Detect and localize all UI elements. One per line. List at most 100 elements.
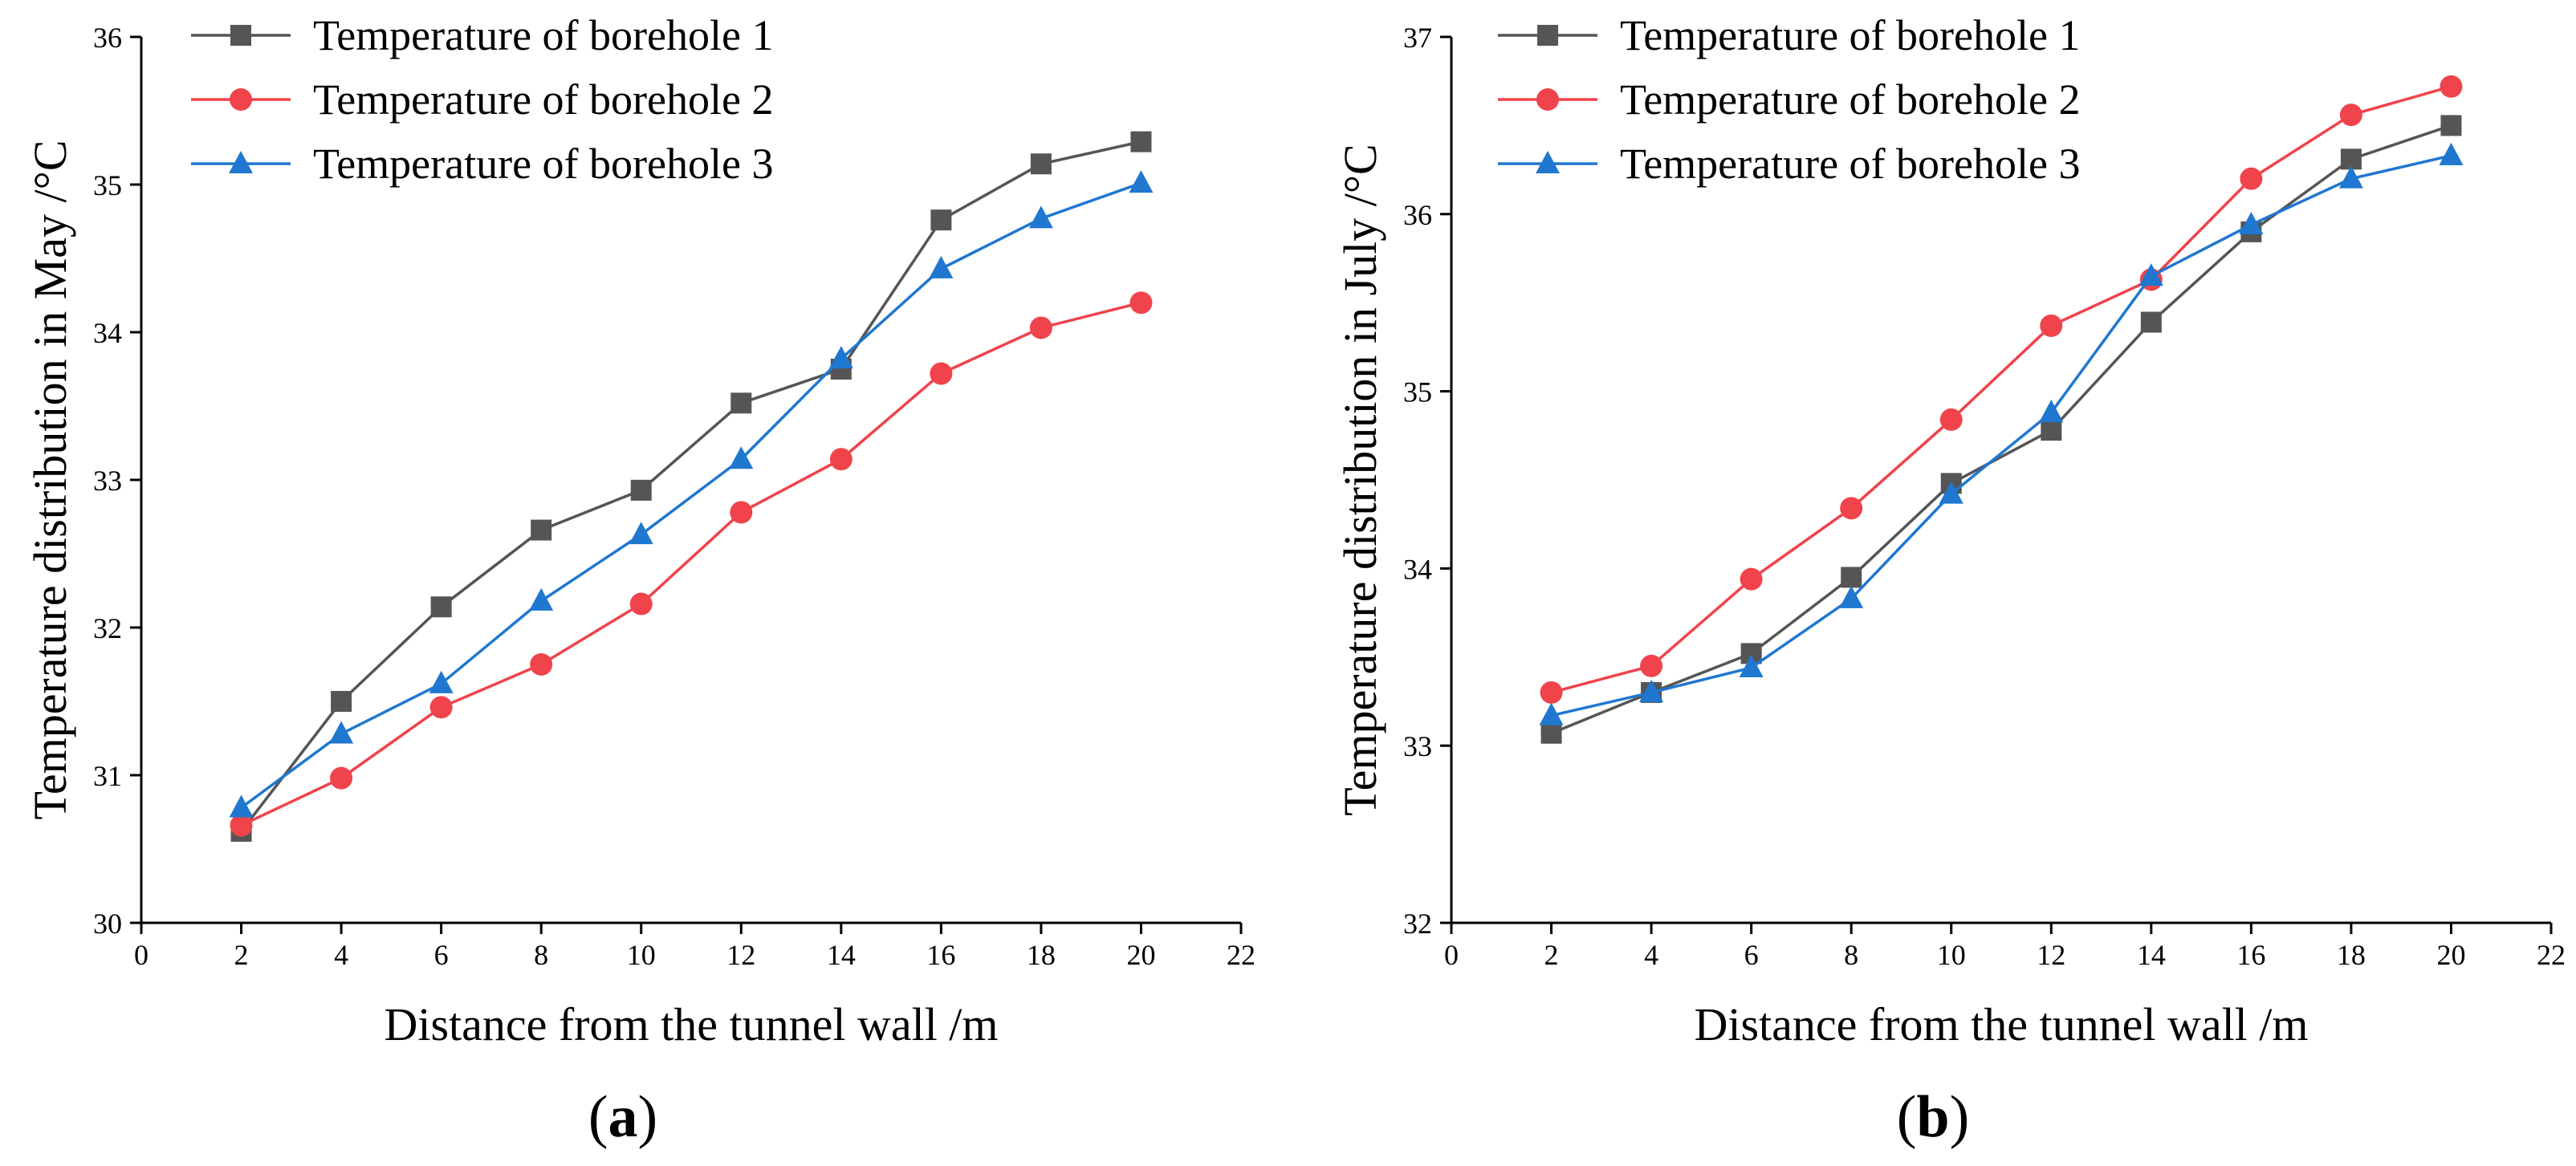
panel-b-x-tick-label: 20 [2436,939,2465,971]
panel-a-series-3-line [240,181,1142,809]
panel-b-series-2-line [1551,85,2452,694]
panel-b-y-tick-label: 33 [1403,730,1432,762]
panel-a-series-2-point [530,653,553,676]
panel-a-x-tick-label: 2 [234,939,249,971]
panel-b-series-3-point [2139,263,2163,286]
panel-a-series-2-point [429,696,453,719]
panel-a-legend-label-3: Temperature of borehole 3 [313,140,773,188]
panel-b-x-axis-title: Distance from the tunnel wall /m [1694,998,2308,1050]
panel-a-series-2-point [930,362,953,385]
panel-b-x-tick-label: 18 [2337,939,2366,971]
panel-b-series-1-point [2041,420,2062,441]
panel-a-y-tick-label: 31 [93,760,122,792]
panel-b-series-3-line [1551,154,2452,717]
panel-a-series-3-point [229,794,254,818]
panel-a-series-3-point [329,721,354,744]
panel-a-legend-marker-1 [230,25,251,46]
panel-a-legend-marker-3 [229,151,253,173]
panel-a-series-1-point [930,209,952,231]
panel-a-series-2-point [730,501,753,524]
panel-b-x-tick-label: 4 [1644,939,1658,971]
panel-b-series-1 [1540,115,2462,744]
panel-a-y-tick-label: 34 [93,317,122,349]
panel-a-x-tick-label: 14 [827,939,856,971]
panel-label-b-letter: b [1916,1084,1949,1150]
panel-b-x-tick-label: 22 [2537,939,2566,971]
panel-a-series-1-point [531,519,552,541]
panel-b-x-tick-label: 10 [1937,939,1966,971]
panel-a-x-tick-label: 20 [1126,939,1155,971]
panel-b-legend-marker-3 [1536,151,1560,173]
panel-a-series-1-point [630,479,652,501]
panel-b-legend-label-2: Temperature of borehole 2 [1620,75,2080,124]
panel-b-legend-label-1: Temperature of borehole 1 [1620,11,2080,59]
panel-a-series-3 [229,170,1154,818]
panel-a-series-2-point [230,814,253,837]
panel-a-x-tick-label: 6 [434,939,449,971]
panel-a-x-tick-label: 18 [1027,939,1056,971]
panel-a-series-1-point [430,596,452,618]
panel-b-legend: Temperature of borehole 1 Temperature of … [1498,11,2080,188]
panel-b-series-3-point [1539,702,1564,725]
panel-b-series-2-point [2240,167,2263,190]
panel-b-series-3-point [1739,655,1764,678]
panel-a-legend-label-1: Temperature of borehole 1 [313,11,773,59]
panel-b-series-2 [1540,75,2463,704]
panel-b-series-3-point [2039,400,2064,423]
panel-a-legend-marker-2 [230,88,252,111]
panel-b-series-3-point [1939,481,1964,504]
panel-b-y-tick-label: 37 [1403,22,1432,54]
panel-a-x-tick-label: 10 [627,939,656,971]
panel-b-x-tick-label: 12 [2037,939,2065,971]
panel-label-a-letter: a [608,1084,638,1150]
panel-b-series-3-point [2338,165,2363,189]
panel-a-series-2-point [1029,316,1052,339]
panel-b-x-tick-label: 0 [1444,939,1459,971]
panel-b-series-2-point [2339,104,2362,127]
panel-b-series-2-point [1939,408,1963,431]
panel-b-y-axis-title: Temperature distribution in July /°C [1334,144,1386,815]
panel-b-series-2-point [1740,567,1763,591]
panel-label-a: (a) [588,1084,657,1150]
panel-a-series-3-point [828,346,853,369]
panel-a-y-tick-label: 30 [93,908,122,940]
panel-a-y-tick-label: 35 [93,169,122,201]
panel-a-series-1-line [240,140,1141,832]
panel-a-legend-label-2: Temperature of borehole 2 [313,75,773,124]
panel-a-y-tick-label: 36 [93,22,122,54]
panel-b-series-1-point [1841,567,1862,588]
panel-b-series-3 [1539,142,2464,725]
panel-a-y-tick-label: 32 [93,612,122,644]
panel-a-series-3-point [429,670,454,693]
panel-b-series-2-point [2440,75,2463,98]
panel-b-series-3-point [1639,679,1664,702]
panel-b-series-3-point [2239,212,2264,235]
panel-label-b: (b) [1897,1084,1969,1150]
panel-b-series-1-point [1540,722,1562,744]
panel-a-x-tick-label: 12 [726,939,755,971]
panel-a-series-1-point [1130,131,1152,152]
panel-b-y-tick-label: 35 [1403,376,1432,408]
panel-b-legend-marker-1 [1537,25,1558,46]
panel-b-x-tick-label: 14 [2137,939,2166,971]
panel-a-series-2-point [829,448,853,471]
panel-a-legend: Temperature of borehole 1 Temperature of … [191,11,773,188]
panel-a-x-tick-label: 4 [334,939,348,971]
panel-a-series-3-point [529,587,554,611]
panel-b-series-3-point [2439,142,2464,165]
panel-a-series-2-point [330,766,353,790]
panel-a-series-1-point [331,691,352,712]
chart-panel-b: 0 2 4 6 8 10 12 14 16 18 20 22 32 33 34 35 36 37 Distance … [1334,11,2566,1050]
panel-b-series-2-point [1840,497,1863,520]
panel-a-series-2-point [629,592,653,616]
panel-a-x-tick-label: 0 [134,939,149,971]
panel-a-x-tick-label: 16 [926,939,955,971]
panel-b-series-2-point [1640,654,1663,677]
panel-a-series-3-point [629,522,653,545]
panel-a-series-3-point [1129,170,1154,193]
panel-a-x-axis-title: Distance from the tunnel wall /m [384,998,998,1050]
panel-a-series-3-point [1028,205,1053,229]
panel-b-y-tick-label: 34 [1403,553,1432,585]
panel-a-series-3-point [729,446,754,469]
